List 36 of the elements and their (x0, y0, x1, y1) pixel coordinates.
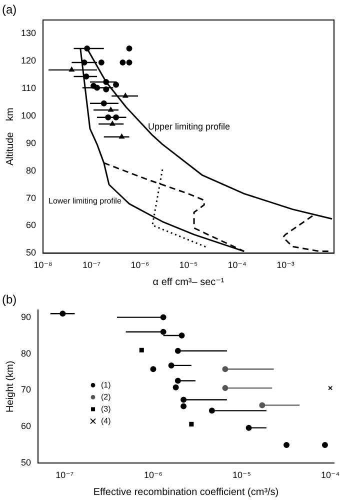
legend-label: (3) (101, 404, 112, 414)
y-tick-label: 100 (20, 110, 36, 121)
x-tick-label: 10⁻⁷ (56, 470, 74, 480)
legend-label: (4) (101, 416, 112, 426)
x-axis-title: α eff cm³– sec⁻¹ (152, 276, 225, 288)
y-tick-label: 50 (20, 458, 32, 468)
x-tick-label: 10⁻⁵ (232, 470, 252, 480)
y-tick-label: 130 (20, 28, 36, 38)
y-tick-label: 70 (20, 384, 32, 395)
y-tick-label: 70 (26, 192, 36, 203)
x-tick-label: 10⁻³ (276, 260, 294, 270)
legend-label: (2) (101, 392, 112, 402)
x-tick-label: 10⁻⁶ (144, 470, 163, 480)
annotation: Lower limiting profile (48, 196, 122, 206)
x-tick-label: 10⁻⁵ (179, 260, 198, 270)
text: (b) (2, 292, 17, 306)
y-tick-label: 50 (26, 248, 36, 258)
x-axis-title: Effective recombination coefficient (cm³/s) (93, 486, 279, 498)
y-axis-title: Height (km) (4, 360, 16, 412)
annotation: Upper limiting profile (148, 121, 230, 132)
y-tick-label: 90 (20, 312, 32, 322)
legend-label: (1) (101, 380, 112, 390)
y-tick-label: 60 (20, 421, 32, 432)
y-tick-label: 110 (22, 83, 36, 94)
x-tick-label: 10⁻⁸ (34, 260, 52, 270)
y-axis-title: Altitude km (4, 108, 16, 166)
x-tick-label: 10⁻⁴ (321, 470, 340, 480)
y-tick-label: 80 (20, 348, 32, 358)
y-tick-label: 90 (26, 138, 36, 148)
x-tick-label: 10⁻⁶ (130, 260, 150, 270)
y-tick-label: 60 (26, 220, 36, 230)
x-tick-label: 10⁻⁷ (82, 260, 101, 270)
x-tick-label: 10⁻⁴ (228, 260, 246, 270)
y-tick-label: 120 (20, 56, 36, 66)
text: (a) (2, 2, 17, 16)
y-tick-label: 80 (26, 165, 36, 176)
